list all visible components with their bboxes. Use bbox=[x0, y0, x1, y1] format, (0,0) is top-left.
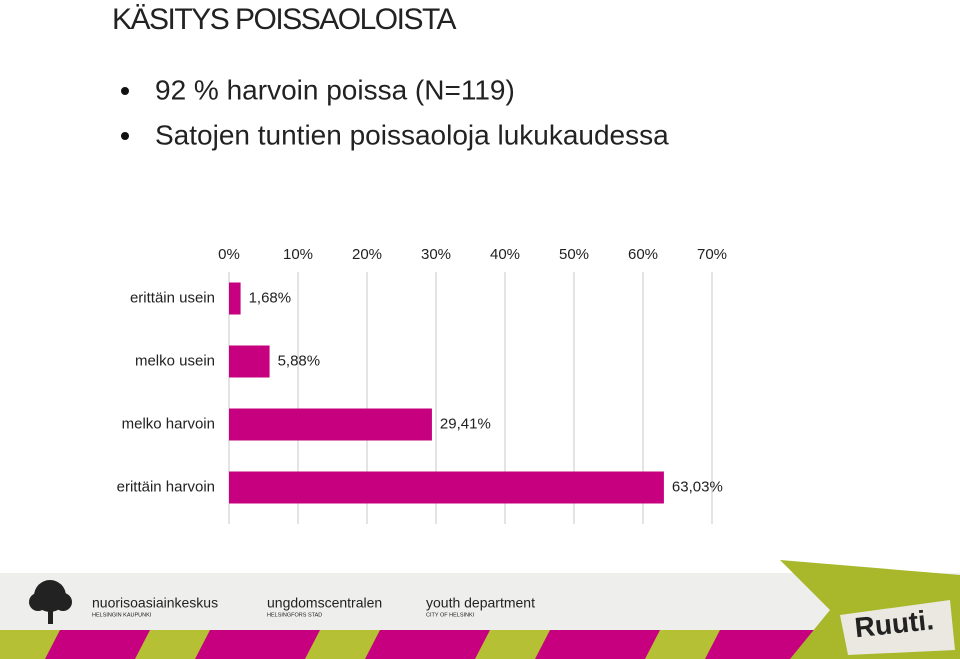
x-tick-label: 60% bbox=[628, 246, 658, 263]
x-tick-label: 0% bbox=[218, 246, 240, 263]
bullet-dot bbox=[121, 132, 129, 140]
bullet-text: Satojen tuntien poissaoloja lukukaudessa bbox=[155, 119, 669, 150]
value-label: 63,03% bbox=[672, 478, 723, 495]
y-tick-label: melko usein bbox=[135, 352, 215, 369]
bar bbox=[229, 282, 241, 315]
logo-name: youth department bbox=[426, 595, 535, 611]
footer: nuorisoasiainkeskus HELSINGIN KAUPUNKI u… bbox=[0, 560, 960, 659]
value-label: 1,68% bbox=[249, 289, 292, 306]
tree-icon bbox=[29, 580, 72, 624]
bar bbox=[229, 471, 664, 504]
y-tick-label: melko harvoin bbox=[122, 415, 215, 432]
bullet-text: 92 % harvoin poissa (N=119) bbox=[155, 74, 515, 105]
footer-stripe-accent bbox=[0, 630, 720, 659]
bar bbox=[229, 345, 270, 378]
value-label: 5,88% bbox=[278, 352, 321, 369]
bullet-dot bbox=[121, 87, 129, 95]
x-tick-label: 10% bbox=[283, 246, 313, 263]
footer-band bbox=[0, 573, 960, 633]
bar bbox=[229, 408, 432, 441]
chart: 0% 10% 20% 30% 40% 50% 60% 70% erittäin usein 1,6… bbox=[117, 246, 727, 524]
x-tick-label: 40% bbox=[490, 246, 520, 263]
logo-sub: HELSINGFORS STAD bbox=[267, 612, 322, 618]
x-tick-label: 70% bbox=[697, 246, 727, 263]
logo-name: nuorisoasiainkeskus bbox=[92, 595, 218, 611]
brand-plate bbox=[840, 600, 955, 655]
logo-name: ungdomscentralen bbox=[267, 595, 382, 611]
logo-sub: CITY OF HELSINKI bbox=[426, 612, 475, 618]
y-tick-label: erittäin harvoin bbox=[117, 478, 215, 495]
x-tick-label: 50% bbox=[559, 246, 589, 263]
logo-sub: HELSINGIN KAUPUNKI bbox=[92, 612, 152, 618]
value-label: 29,41% bbox=[440, 415, 491, 432]
x-tick-label: 20% bbox=[352, 246, 382, 263]
slide-title: KÄSITYS POISSAOLOISTA bbox=[112, 3, 457, 36]
y-tick-label: erittäin usein bbox=[130, 289, 215, 306]
x-tick-label: 30% bbox=[421, 246, 451, 263]
